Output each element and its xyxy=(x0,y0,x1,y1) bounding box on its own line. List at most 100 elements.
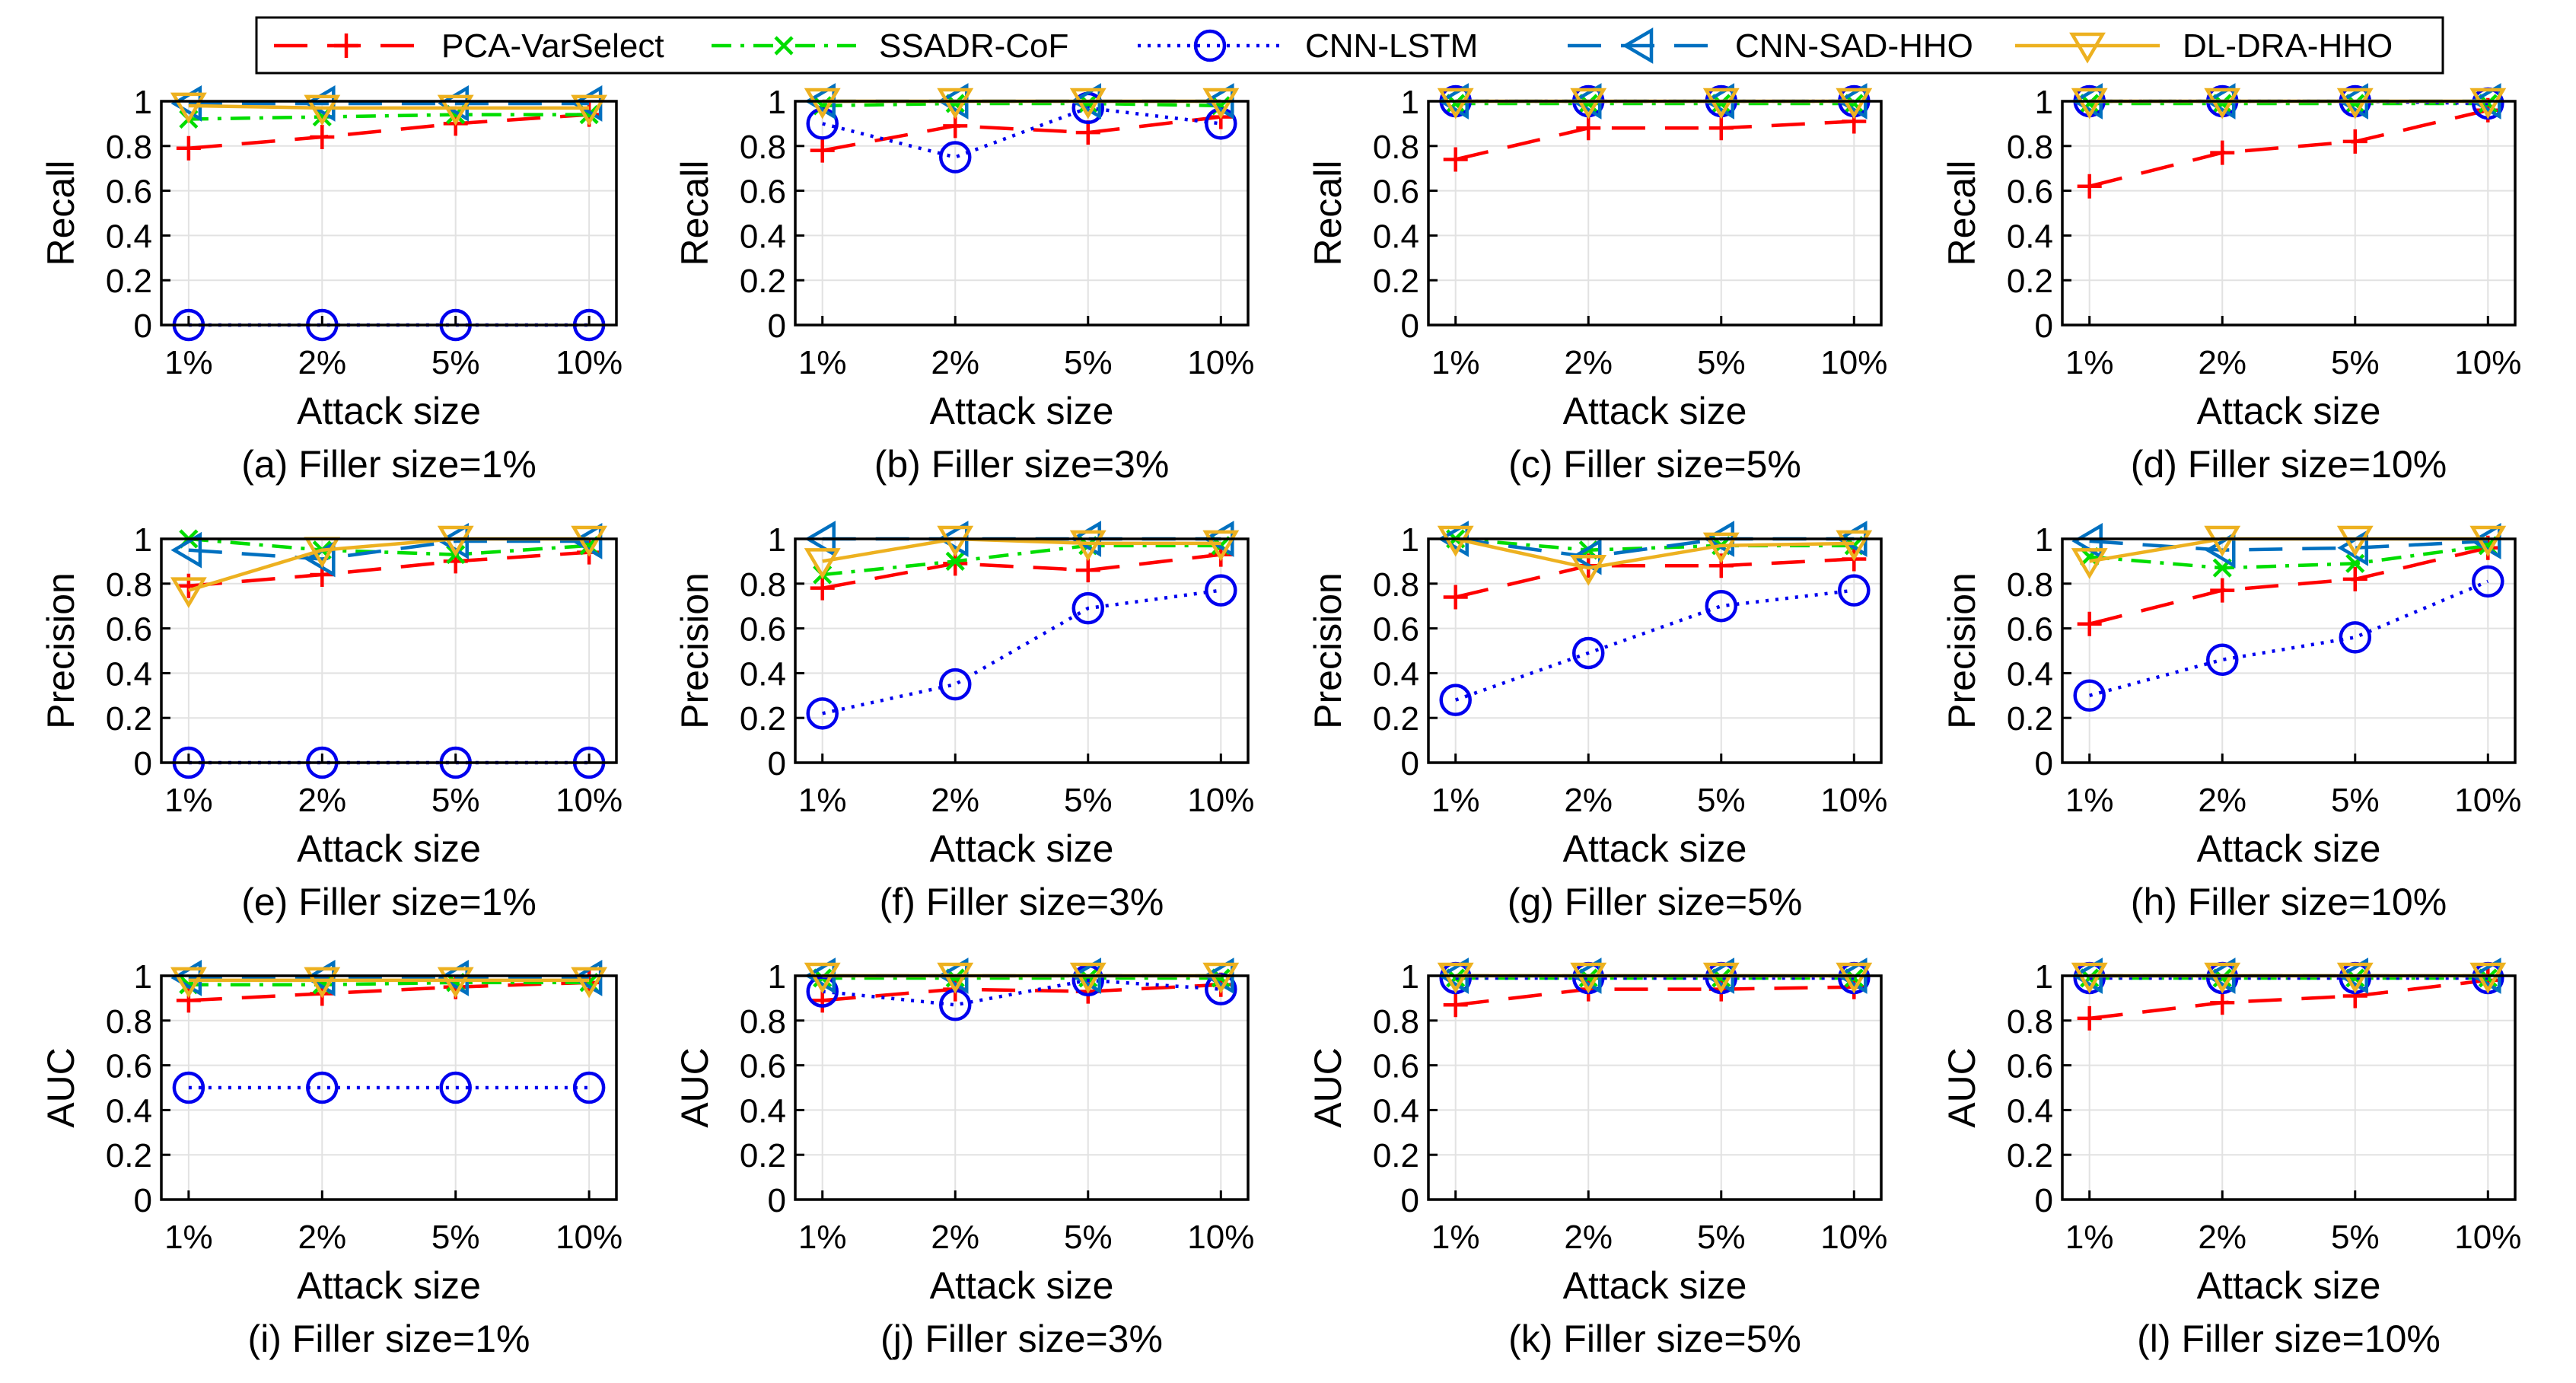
data-point-5 xyxy=(1069,962,1107,994)
ytick-label: 0.6 xyxy=(2007,611,2053,648)
axes-box xyxy=(160,974,618,1201)
ytick-label: 0.4 xyxy=(740,1092,786,1130)
series-pca-varselect xyxy=(176,102,602,161)
data-point-2 xyxy=(938,668,972,701)
ytick-label: 0.2 xyxy=(106,1137,152,1174)
data-point-10 xyxy=(1836,962,1873,994)
data-point-10 xyxy=(1202,88,1240,119)
ytick-label: 0.6 xyxy=(2007,1048,2053,1085)
ytick-label: 1 xyxy=(2035,521,2053,559)
data-point-2 xyxy=(2205,643,2239,677)
series-line xyxy=(1455,985,1855,1007)
xtick-label: 10% xyxy=(1187,1219,1254,1256)
panel-i: 0 0.2 0.4 0.6 0.8 1 1% 2% 5% 10% Attack size AUC (i)… xyxy=(40,958,623,1360)
grid xyxy=(2062,100,2515,326)
panel-caption: (d) Filler size=10% xyxy=(2131,443,2447,486)
x-axis-label: Attack size xyxy=(1563,390,1747,432)
series-ssadr-cof xyxy=(813,94,1231,116)
data-point-5 xyxy=(1702,532,1740,564)
xtick-label: 5% xyxy=(1064,344,1113,381)
series-cnn-lstm xyxy=(2073,565,2504,712)
series-dl-dra-hho xyxy=(1437,88,1873,119)
xtick-label: 1% xyxy=(2065,344,2114,381)
legend-item-pca-varselect: PCA-VarSelect xyxy=(274,27,664,65)
xtick-label: 10% xyxy=(2454,782,2521,819)
grid xyxy=(2062,975,2515,1200)
axes-box xyxy=(2061,537,2517,764)
y-axis-label: Precision xyxy=(40,572,82,729)
data-point-2 xyxy=(1570,88,1607,119)
xtick-label: 1% xyxy=(164,1219,213,1256)
data-point-2 xyxy=(937,525,974,557)
ytick-label: 0.2 xyxy=(2007,700,2053,738)
data-point-2 xyxy=(2210,140,2235,165)
panel-j: 0 0.2 0.4 0.6 0.8 1 1% 2% 5% 10% Attack size AUC (j)… xyxy=(673,958,1254,1360)
data-point-1 xyxy=(810,575,835,601)
ytick-label: 0.8 xyxy=(106,1003,152,1040)
series-pca-varselect xyxy=(1443,109,1867,172)
axes-box xyxy=(1427,537,1883,764)
xtick-label: 1% xyxy=(1431,782,1480,819)
xtick-label: 5% xyxy=(2331,1219,2380,1256)
ytick-label: 0.6 xyxy=(740,611,786,648)
ytick-label: 0.8 xyxy=(106,566,152,604)
data-point-2 xyxy=(945,551,965,571)
ytick-label: 0.4 xyxy=(2007,218,2053,255)
ytick-label: 0.4 xyxy=(106,218,152,255)
xtick-label: 10% xyxy=(2454,344,2521,381)
ytick-label: 0.2 xyxy=(106,700,152,738)
data-point-1 xyxy=(2073,679,2106,712)
series-dl-dra-hho xyxy=(804,88,1240,119)
data-point-1 xyxy=(1443,585,1468,610)
ytick-label: 0 xyxy=(768,745,786,782)
axes-box xyxy=(2061,100,2517,327)
series-ssadr-cof xyxy=(2080,94,2498,113)
legend-marker xyxy=(1193,29,1227,62)
series-line xyxy=(822,553,1221,590)
series-ssadr-cof xyxy=(1446,94,1864,113)
xtick-label: 2% xyxy=(298,344,346,381)
xtick-label: 2% xyxy=(931,782,979,819)
x-axis-label: Attack size xyxy=(1563,1264,1747,1307)
ytick-label: 0.4 xyxy=(2007,1092,2053,1130)
data-point-5 xyxy=(437,525,474,557)
ytick-label: 1 xyxy=(1401,521,1419,559)
data-point-2 xyxy=(306,1071,339,1104)
series-line xyxy=(1455,119,1855,161)
xtick-label: 10% xyxy=(556,344,623,381)
ytick-label: 0.6 xyxy=(106,611,152,648)
ytick-label: 0.2 xyxy=(1373,263,1419,300)
data-point-1 xyxy=(2077,611,2102,636)
ytick-label: 0 xyxy=(1401,1182,1419,1219)
legend-label: PCA-VarSelect xyxy=(441,27,664,65)
x-axis-label: Attack size xyxy=(930,390,1114,432)
ytick-label: 0.6 xyxy=(1373,174,1419,211)
data-point-10 xyxy=(1836,530,1873,562)
ytick-label: 1 xyxy=(134,84,152,121)
ytick-label: 0.4 xyxy=(740,655,786,693)
x-axis-label: Attack size xyxy=(2197,827,2381,870)
series-line xyxy=(188,539,590,561)
ytick-label: 0.8 xyxy=(2007,129,2053,166)
series-line xyxy=(2089,579,2489,697)
legend-item-cnn-lstm: CNN-LSTM xyxy=(1138,27,1478,65)
legend-marker xyxy=(774,36,794,56)
data-point-5 xyxy=(2336,525,2374,557)
data-point-10 xyxy=(1838,574,1871,607)
series-line xyxy=(188,550,590,588)
y-axis-label: Precision xyxy=(1307,572,1349,729)
ytick-label: 0.8 xyxy=(1373,1003,1419,1040)
legend-item-dl-dra-hho: DL-DRA-HHO xyxy=(2015,27,2393,65)
series-cnn-lstm xyxy=(2073,961,2504,995)
xtick-label: 5% xyxy=(2331,344,2380,381)
ytick-label: 0.4 xyxy=(1373,218,1419,255)
data-point-2 xyxy=(2210,578,2235,603)
grid xyxy=(795,538,1248,763)
data-point-2 xyxy=(937,88,974,119)
xtick-label: 10% xyxy=(1187,344,1254,381)
data-point-1 xyxy=(1437,525,1474,557)
ytick-label: 0.4 xyxy=(1373,655,1419,693)
data-point-10 xyxy=(1836,88,1873,119)
ytick-label: 0 xyxy=(134,1182,152,1219)
xtick-label: 10% xyxy=(1820,344,1887,381)
